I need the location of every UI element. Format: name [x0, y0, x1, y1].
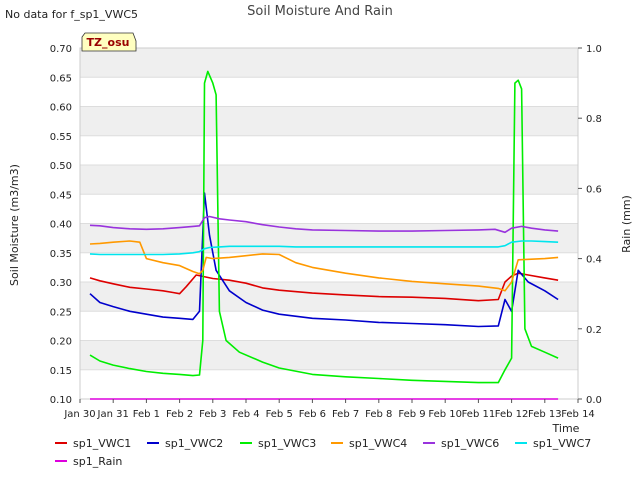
grid-lines	[80, 47, 578, 400]
grid-band	[80, 282, 578, 312]
legend-label: sp1_VWC4	[349, 437, 407, 450]
y-tick-label: 0.70	[50, 44, 72, 55]
series-line-sp1_VWC1	[89, 272, 559, 302]
x-tick-label: Feb 7	[332, 409, 359, 420]
x-tick-label: Jan 30	[63, 409, 95, 420]
x-tick-label: Feb 5	[266, 409, 293, 420]
x-tick-label: Feb 2	[166, 409, 193, 420]
y-tick-label: 0.60	[50, 103, 72, 114]
x-tick-label: Feb 14	[561, 409, 595, 420]
x-tick-label: Feb 1	[133, 409, 160, 420]
x-tick-label: Feb 4	[232, 409, 259, 420]
y2-tick-label: 0.4	[586, 255, 602, 266]
x-tick-label: Feb 13	[528, 409, 562, 420]
x-tick-label: Feb 3	[199, 409, 226, 420]
y-tick-label: 0.55	[50, 132, 72, 143]
legend-label: sp1_VWC2	[165, 437, 223, 450]
y-tick-label: 0.65	[50, 73, 72, 84]
y-tick-label: 0.35	[50, 249, 72, 260]
y-axis-label: Soil Moisture (m3/m3)	[8, 164, 21, 286]
y-tick-label: 0.15	[50, 366, 72, 377]
y-tick-label: 0.30	[50, 278, 72, 289]
series-line-sp1_VWC3	[89, 70, 559, 384]
series-lines	[89, 70, 559, 400]
series-line-sp1_VWC2	[89, 192, 559, 328]
x-tick-label: Feb 11	[462, 409, 496, 420]
chart-title: Soil Moisture And Rain	[247, 4, 393, 19]
grid-band	[80, 223, 578, 253]
y2-tick-label: 0.6	[586, 184, 602, 195]
legend: sp1_VWC1 sp1_VWC2 sp1_VWC3 sp1_VWC4 sp1_VWC6…	[55, 437, 591, 468]
y2-tick-label: 0.8	[586, 114, 602, 125]
legend-label: sp1_VWC1	[73, 437, 131, 450]
y2-axis-ticks: 0.0 0.2 0.4 0.6 0.8 1.0	[578, 44, 602, 406]
grid-band	[80, 106, 578, 136]
grid-band	[80, 340, 578, 370]
series-line-sp1_VWC6	[89, 215, 559, 234]
station-badge-label: TZ_osu	[87, 36, 130, 49]
y2-tick-label: 0.2	[586, 325, 602, 336]
x-tick-label: Feb 10	[428, 409, 462, 420]
legend-label: sp1_VWC7	[533, 437, 591, 450]
x-tick-label: Feb 12	[495, 409, 529, 420]
y-tick-label: 0.20	[50, 337, 72, 348]
grid-band	[80, 48, 578, 78]
y2-tick-label: 0.0	[586, 395, 602, 406]
grid-band	[80, 165, 578, 195]
y-tick-label: 0.45	[50, 190, 72, 201]
x-axis-ticks: Jan 30 Jan 31 Feb 1 Feb 2 Feb 3 Feb 4 Feb 5 Feb…	[63, 399, 595, 420]
legend-label: sp1_VWC6	[441, 437, 499, 450]
grid-bands	[80, 48, 578, 370]
y-tick-label: 0.40	[50, 220, 72, 231]
legend-label: sp1_Rain	[73, 455, 122, 468]
x-tick-label: Feb 8	[365, 409, 392, 420]
legend-label: sp1_VWC3	[258, 437, 316, 450]
x-axis-label: Time	[552, 422, 580, 435]
y-tick-label: 0.25	[50, 307, 72, 318]
y2-axis-label: Rain (mm)	[620, 195, 633, 253]
y2-tick-label: 1.0	[586, 44, 602, 55]
x-tick-label: Jan 31	[97, 409, 129, 420]
station-badge: TZ_osu	[81, 32, 137, 52]
y-tick-label: 0.10	[50, 395, 72, 406]
y-axis-ticks: 0.10 0.15 0.20 0.25 0.30 0.35 0.40 0.45 0.50 0.55…	[50, 44, 72, 406]
y-tick-label: 0.50	[50, 161, 72, 172]
x-tick-label: Feb 6	[299, 409, 326, 420]
series-line-sp1_VWC4	[89, 240, 559, 292]
no-data-note: No data for f_sp1_VWC5	[5, 8, 138, 21]
x-tick-label: Feb 9	[398, 409, 425, 420]
series-line-sp1_VWC7	[89, 240, 559, 256]
